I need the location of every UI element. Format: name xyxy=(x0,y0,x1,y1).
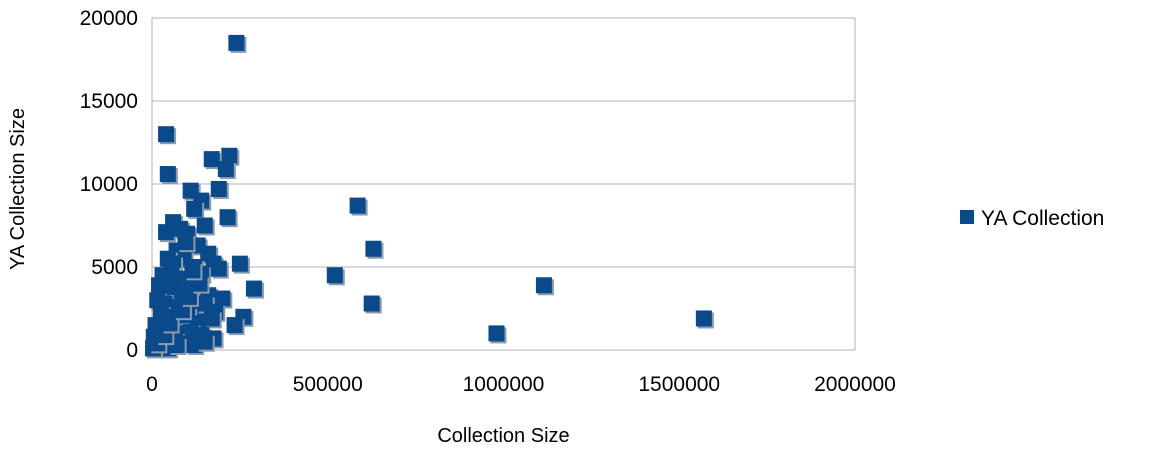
data-point xyxy=(535,277,552,294)
y-tick-label: 5000 xyxy=(91,256,138,279)
data-point xyxy=(221,147,238,164)
x-tick-label: 1500000 xyxy=(638,373,720,396)
data-point xyxy=(180,288,197,305)
plot-area-frame xyxy=(151,17,856,351)
data-point xyxy=(177,234,194,251)
data-point xyxy=(159,166,176,183)
data-point xyxy=(214,290,231,307)
data-point xyxy=(184,262,201,279)
x-axis-ticks: 0 500000 1000000 1500000 2000000 xyxy=(146,373,896,396)
data-point xyxy=(365,240,382,257)
legend: YA Collection xyxy=(960,207,1104,230)
data-point xyxy=(219,209,236,226)
data-point xyxy=(163,265,180,282)
data-point xyxy=(488,325,505,342)
y-tick-label: 15000 xyxy=(80,90,138,113)
y-tick-label: 0 xyxy=(126,339,138,362)
data-point xyxy=(210,260,227,277)
x-tick-label: 0 xyxy=(146,373,158,396)
data-point xyxy=(349,197,366,214)
grid-lines xyxy=(152,17,855,351)
data-point xyxy=(228,34,245,51)
data-point xyxy=(363,295,380,312)
data-point xyxy=(161,315,178,332)
x-axis-title: Collection Size xyxy=(437,425,569,447)
data-point xyxy=(186,200,203,217)
x-tick-label: 500000 xyxy=(293,373,363,396)
data-point xyxy=(210,180,227,197)
data-point xyxy=(231,255,248,272)
data-point xyxy=(245,280,262,297)
data-point xyxy=(158,126,175,143)
data-points xyxy=(145,34,714,359)
data-point xyxy=(695,310,712,327)
data-point xyxy=(226,317,243,334)
x-tick-label: 1000000 xyxy=(463,373,545,396)
data-point xyxy=(203,151,220,168)
data-point xyxy=(196,217,213,234)
y-tick-label: 20000 xyxy=(80,7,138,30)
data-point xyxy=(203,310,220,327)
data-point xyxy=(158,224,175,241)
x-tick-label: 2000000 xyxy=(814,373,896,396)
data-point xyxy=(217,161,234,178)
y-tick-label: 10000 xyxy=(80,173,138,196)
y-axis-ticks: 0 5000 10000 15000 20000 xyxy=(80,7,138,362)
legend-swatch xyxy=(960,210,974,224)
data-point xyxy=(196,333,213,350)
y-axis-title: YA Collection Size xyxy=(7,108,29,270)
legend-label-ya-collection: YA Collection xyxy=(981,207,1104,230)
data-point xyxy=(326,267,343,284)
